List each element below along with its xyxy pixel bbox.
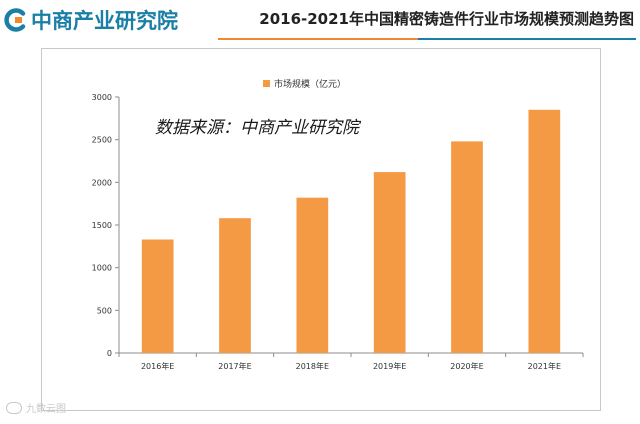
- y-axis: 0 500 1000 1500 2000 2500 3000: [92, 93, 120, 358]
- bar: [141, 239, 174, 353]
- bar: [373, 172, 406, 353]
- x-tick-label: 2017年E: [218, 361, 251, 371]
- watermark: 九数云图: [6, 400, 66, 415]
- x-tick-label: 2020年E: [450, 361, 483, 371]
- y-tick-label: 1500: [92, 221, 112, 230]
- legend-label: 市场规模（亿元）: [274, 78, 346, 90]
- y-tick-label: 500: [97, 306, 112, 315]
- x-tick-label: 2018年E: [296, 361, 329, 371]
- bar-chart: 市场规模（亿元） 数据来源：中商产业研究院 0 500 1000 1500 2000 25…: [92, 78, 584, 371]
- logo: 中商产业研究院: [4, 5, 178, 35]
- y-tick-label: 1000: [92, 264, 112, 273]
- bar: [296, 197, 329, 353]
- y-tick-label: 2000: [92, 178, 112, 187]
- chat-bubble-icon: [6, 401, 22, 414]
- watermark-text: 九数云图: [26, 404, 66, 415]
- header-rule: [218, 38, 636, 40]
- bar: [451, 141, 483, 353]
- x-tick-label: 2016年E: [141, 361, 174, 371]
- header: 中商产业研究院 2016-2021年中国精密铸造件行业市场规模预测趋势图: [0, 0, 640, 40]
- y-tick-label: 3000: [92, 93, 112, 102]
- x-axis: 2016年E 2017年E 2018年E 2019年E 2020年E 2021年E: [118, 352, 584, 371]
- bar: [528, 109, 561, 353]
- logo-text: 中商产业研究院: [31, 9, 178, 33]
- bar: [219, 218, 251, 353]
- legend: 市场规模（亿元）: [263, 78, 346, 90]
- bars: [141, 109, 561, 353]
- y-tick-label: 0: [107, 349, 112, 358]
- x-tick-label: 2021年E: [528, 361, 561, 371]
- chart-frame: 市场规模（亿元） 数据来源：中商产业研究院 0 500 1000 1500 2000 25…: [41, 48, 601, 411]
- source-annotation: 数据来源：中商产业研究院: [155, 118, 362, 138]
- logo-c-icon: [4, 8, 26, 32]
- y-tick-label: 2500: [92, 136, 112, 145]
- legend-swatch: [263, 80, 270, 87]
- x-tick-label: 2019年E: [373, 361, 406, 371]
- page-title: 2016-2021年中国精密铸造件行业市场规模预测趋势图: [259, 10, 634, 28]
